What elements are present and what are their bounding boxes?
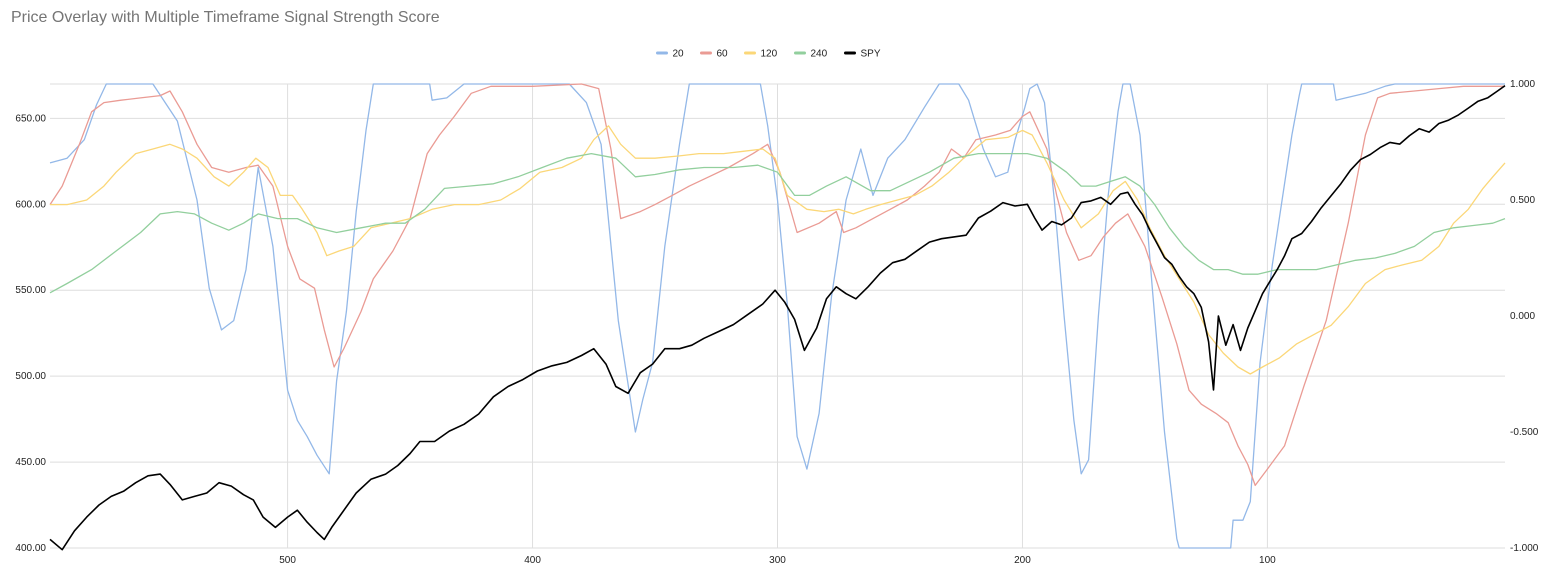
left-tick-label: 550.00 bbox=[15, 285, 46, 296]
right-tick-label: 0.500 bbox=[1510, 195, 1535, 206]
left-tick-label: 600.00 bbox=[15, 199, 46, 210]
right-tick-label: -0.500 bbox=[1510, 427, 1539, 438]
left-tick-label: 400.00 bbox=[15, 543, 46, 554]
series-line-20 bbox=[49, 83, 1505, 549]
series-line-spy bbox=[49, 85, 1506, 551]
legend-label: 60 bbox=[717, 49, 729, 60]
grid-lines bbox=[50, 83, 1505, 549]
legend-label: 240 bbox=[811, 49, 828, 60]
left-tick-label: 450.00 bbox=[15, 457, 46, 468]
series-line-60 bbox=[49, 83, 1505, 487]
right-tick-label: 1.000 bbox=[1510, 79, 1535, 90]
legend-item-spy[interactable]: SPY bbox=[844, 49, 881, 60]
legend-item-120[interactable]: 120 bbox=[744, 49, 778, 60]
chart-legend[interactable]: 20 60 120 240 SPY bbox=[656, 49, 881, 60]
legend-item-60[interactable]: 60 bbox=[700, 49, 729, 60]
legend-label: 120 bbox=[761, 49, 778, 60]
left-y-axis: 400.00 450.00 500.00 550.00 600.00 650.00 bbox=[15, 113, 46, 554]
x-tick-label: 400 bbox=[524, 555, 541, 566]
right-tick-label: -1.000 bbox=[1510, 543, 1539, 554]
left-tick-label: 650.00 bbox=[15, 113, 46, 124]
right-tick-label: 0.000 bbox=[1510, 311, 1535, 322]
legend-item-240[interactable]: 240 bbox=[794, 49, 828, 60]
left-tick-label: 500.00 bbox=[15, 371, 46, 382]
x-axis: 500 400 300 200 100 bbox=[279, 555, 1276, 566]
x-tick-label: 100 bbox=[1259, 555, 1276, 566]
series-line-120 bbox=[50, 125, 1506, 375]
chart-title: Price Overlay with Multiple Timeframe Si… bbox=[11, 9, 440, 26]
legend-item-20[interactable]: 20 bbox=[656, 49, 685, 60]
x-tick-label: 200 bbox=[1014, 555, 1031, 566]
right-y-axis: -1.000 -0.500 0.000 0.500 1.000 bbox=[1510, 79, 1539, 554]
series-lines bbox=[49, 83, 1506, 551]
legend-label: SPY bbox=[861, 49, 881, 60]
x-tick-label: 500 bbox=[279, 555, 296, 566]
legend-label: 20 bbox=[673, 49, 685, 60]
series-line-240 bbox=[49, 152, 1506, 294]
x-tick-label: 300 bbox=[769, 555, 786, 566]
